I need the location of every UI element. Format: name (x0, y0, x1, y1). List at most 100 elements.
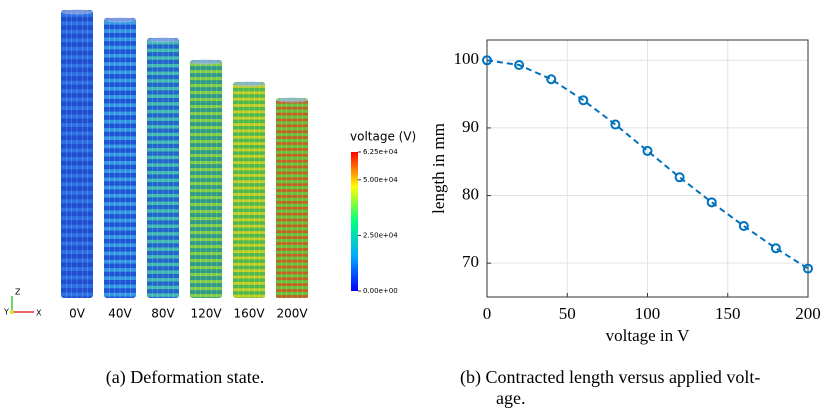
cylinder-stripe (190, 224, 222, 228)
cylinder-stripe (233, 218, 265, 222)
cylinder-stripe (104, 193, 136, 198)
cylinder-stripe (61, 63, 93, 68)
cylinder-stripe (147, 232, 179, 236)
cylinder-stripe (233, 116, 265, 120)
cylinder-stripe (147, 41, 179, 45)
cylinder-stripe (233, 161, 265, 165)
cylinder-stripe (276, 265, 308, 269)
cylinder-stripe (147, 163, 179, 167)
cylinder-stripe (233, 205, 265, 209)
cylinder-stripe (61, 216, 93, 221)
cylinder (147, 37, 179, 298)
cylinder-stripe (104, 144, 136, 149)
cylinder-label: 40V (108, 307, 132, 321)
cylinder-stripe (233, 231, 265, 234)
cylinder-stripe (61, 292, 93, 297)
cylinder (190, 59, 222, 298)
cylinder-stripe (104, 37, 136, 42)
cylinder-stripe (147, 86, 179, 91)
cylinder-stripe (61, 157, 93, 161)
cylinder-stripe (233, 91, 265, 95)
cylinder-stripe (233, 250, 265, 254)
cylinder-stripe (276, 118, 308, 122)
cylinder-stripe (104, 53, 136, 58)
cylinder-label: 160V (233, 307, 265, 321)
cylinder-stripe (233, 148, 265, 152)
cylinder-stripe (190, 182, 222, 186)
cylinder-stripe (233, 199, 265, 203)
caption-b: age. (496, 388, 525, 408)
cylinder-stripe (147, 178, 179, 183)
cylinder-top (61, 9, 93, 15)
y-tick-label: 70 (462, 252, 479, 271)
cylinder-stripe (61, 284, 93, 288)
axis-origin (10, 310, 14, 314)
data-point (674, 172, 685, 183)
cylinder-stripe (147, 293, 179, 297)
cylinder-top (147, 37, 179, 43)
x-tick-label: 150 (715, 304, 741, 323)
cylinder-stripe (61, 165, 93, 170)
cylinder-stripe (104, 243, 136, 248)
cylinder-stripe (276, 224, 308, 228)
cylinder-label: 80V (151, 307, 175, 321)
cylinder-stripe (104, 218, 136, 223)
cylinder-stripe (147, 63, 179, 68)
cylinder-stripe (190, 112, 222, 116)
cylinder-stripe (147, 209, 179, 213)
cylinder-stripe (190, 119, 222, 123)
cylinder-stripe (104, 251, 136, 256)
cylinder-stripe (276, 183, 308, 186)
cylinder-stripe (190, 168, 222, 172)
cylinder-stripe (233, 97, 265, 101)
cylinder-stripe (104, 21, 136, 25)
cylinder-stripe (233, 135, 265, 139)
cylinder (104, 17, 136, 298)
cylinder-stripe (104, 136, 136, 140)
cylinder-stripe (276, 206, 308, 210)
cylinder-stripe (276, 295, 308, 298)
colorbar-tick-label: 5.00e+04 (363, 176, 398, 184)
cylinder-stripe (104, 276, 136, 280)
cylinder-stripe (104, 169, 136, 173)
cylinder (233, 81, 265, 298)
colorbar-tick-label: 0.00e+00 (363, 287, 398, 295)
cylinder-stripe (104, 70, 136, 75)
colorbar-tick-label: 6.25e+04 (363, 148, 398, 156)
cylinder-body (276, 98, 308, 298)
axis-label: Z (15, 288, 21, 297)
cylinder-stripe (233, 154, 265, 158)
colorbar-title: voltage (V) (350, 130, 416, 144)
cylinder (61, 9, 93, 298)
data-point (770, 243, 781, 254)
cylinder-stripe (276, 242, 308, 245)
cylinder-stripe (61, 114, 93, 119)
cylinder-stripe (276, 112, 308, 116)
cylinder-stripe (61, 97, 93, 102)
cylinder-stripe (147, 278, 179, 282)
cylinder-stripe (190, 280, 222, 284)
cylinder-stripe (61, 241, 93, 246)
cylinder-stripe (276, 130, 308, 134)
cylinder-stripe (190, 287, 222, 291)
cylinder-stripe (276, 136, 308, 139)
cylinder-stripe (276, 148, 308, 151)
cylinder-stripe (276, 142, 308, 145)
cylinder-stripe (61, 173, 93, 178)
cylinder-stripe (61, 38, 93, 43)
cylinder-stripe (147, 94, 179, 98)
cylinder-stripe (147, 193, 179, 198)
cylinder-stripe (147, 171, 179, 175)
cylinder-stripe (190, 70, 222, 74)
cylinder-stripe (147, 186, 179, 190)
cylinder-stripe (104, 128, 136, 132)
x-axis-label: voltage in V (606, 326, 690, 345)
cylinder-stripe (233, 224, 265, 228)
cylinder-stripe (147, 117, 179, 121)
cylinder-stripe (147, 148, 179, 152)
cylinder-stripe (104, 62, 136, 66)
cylinder-stripe (276, 283, 308, 286)
cylinder-stripe (61, 267, 93, 271)
cylinder-stripe (147, 155, 179, 160)
